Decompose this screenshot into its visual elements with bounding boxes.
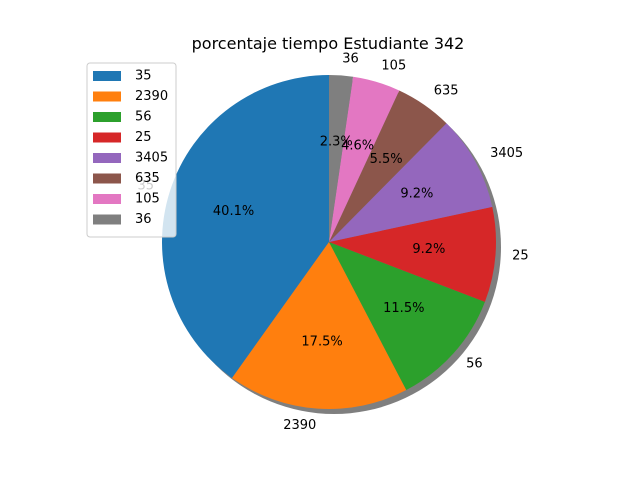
- slice-label-56: 56: [466, 357, 483, 372]
- pie-slice-36: [329, 75, 354, 242]
- legend: 35 2390 56 25 3405 635 105 36: [86, 62, 177, 238]
- legend-swatch-3405: [93, 153, 121, 163]
- legend-label-3405: 3405: [135, 151, 168, 166]
- pie-slice-25: [329, 206, 497, 302]
- pie-slice-2390: [232, 242, 407, 409]
- pie-slice-56: [329, 242, 485, 391]
- legend-label-635: 635: [135, 171, 160, 186]
- percent-labels: 40.1% 17.5% 11.5% 9.2% 9.2% 5.5%4.6%2.3%: [213, 135, 446, 350]
- pie-slice-35: [162, 75, 329, 378]
- legend-label-35: 35: [135, 69, 152, 84]
- percent-label-2390: 17.5%: [301, 334, 342, 349]
- pie-slice-635: [329, 90, 447, 242]
- percent-label-25: 9.2%: [412, 242, 445, 257]
- legend-label-105: 105: [135, 192, 160, 207]
- percent-label-105: 4.6%: [341, 138, 374, 153]
- pie-slice-105: [329, 76, 400, 243]
- legend-swatch-35: [93, 71, 121, 81]
- slice-label-25: 25: [512, 249, 529, 264]
- slice-label-3405: 3405: [490, 146, 523, 161]
- pie-slices: [162, 75, 497, 409]
- slice-label-2390: 2390: [283, 418, 316, 433]
- legend-frame: [86, 62, 177, 238]
- slice-label-635: 635: [434, 84, 459, 99]
- chart-title: porcentaje tiempo Estudiante 342: [192, 34, 465, 53]
- legend-swatch-56: [93, 112, 121, 122]
- percent-label-635: 5.5%: [370, 152, 403, 167]
- legend-label-2390: 2390: [135, 89, 168, 104]
- percent-label-3405: 9.2%: [400, 186, 433, 201]
- legend-swatch-635: [93, 173, 121, 184]
- legend-swatch-105: [93, 194, 121, 204]
- legend-swatch-36: [93, 214, 121, 225]
- legend-label-25: 25: [135, 130, 152, 145]
- legend-swatch-2390: [93, 91, 121, 102]
- percent-label-35: 40.1%: [213, 204, 254, 219]
- legend-swatch-25: [93, 132, 121, 143]
- pie-slice-3405: [329, 123, 493, 242]
- legend-label-56: 56: [135, 110, 152, 125]
- slice-label-36: 36: [342, 51, 359, 66]
- legend-label-36: 36: [135, 212, 152, 227]
- percent-label-56: 11.5%: [383, 301, 424, 316]
- slice-label-105: 105: [381, 58, 406, 73]
- percent-label-36: 2.3%: [320, 135, 353, 150]
